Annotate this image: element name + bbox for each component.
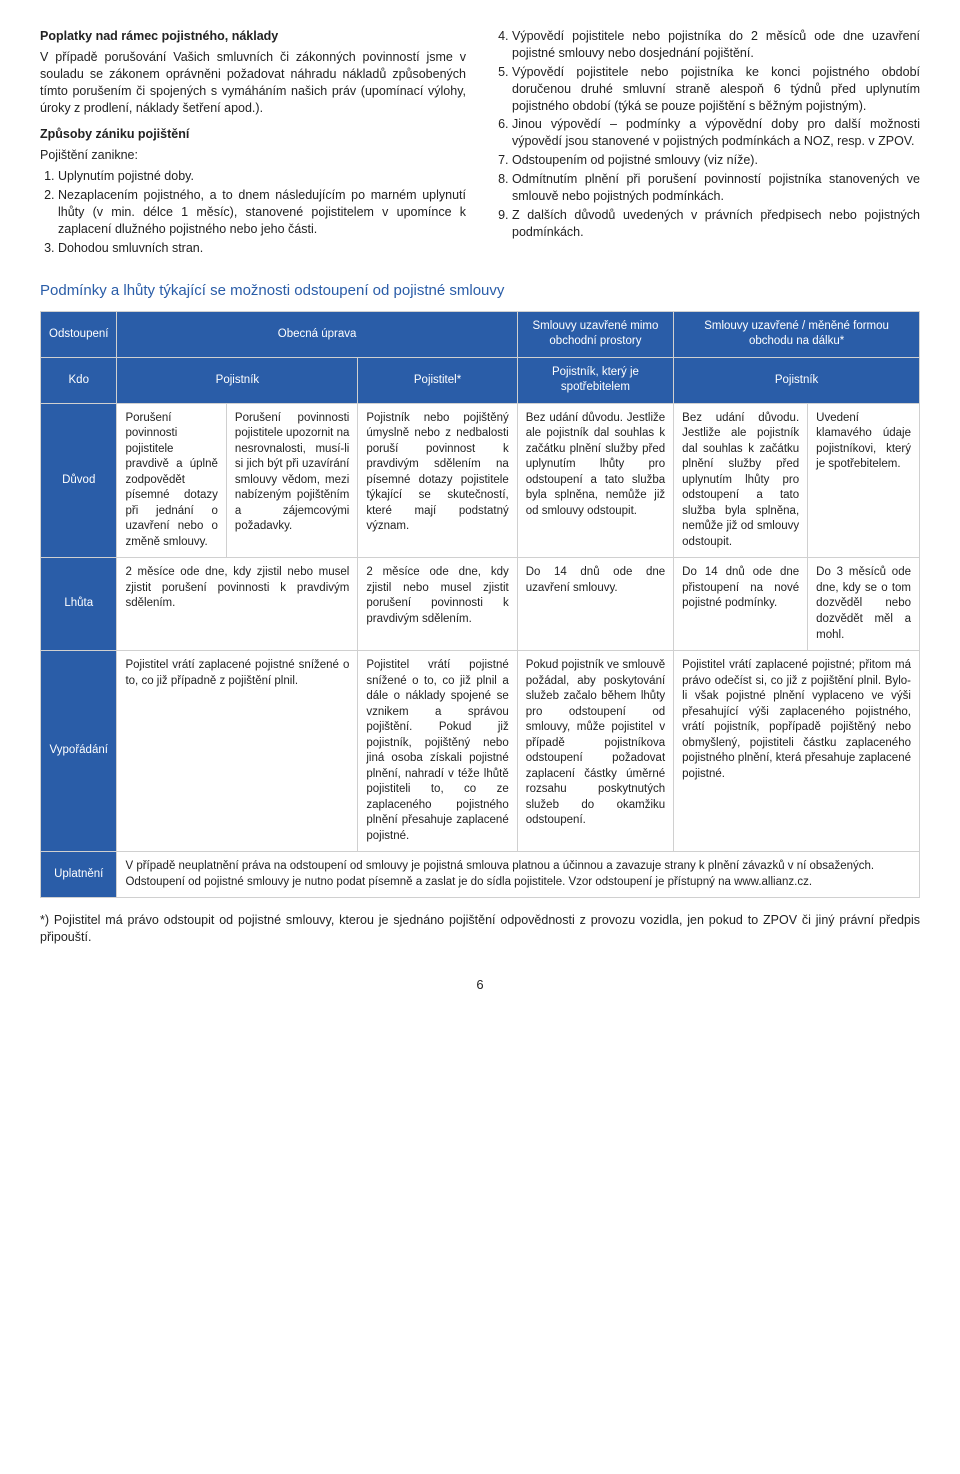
termination-list-right: Výpovědí pojistitele nebo pojistníka do … (494, 28, 920, 241)
cell: Do 3 měsíců ode dne, kdy se o tom dozvěd… (808, 558, 920, 651)
fees-paragraph: V případě porušování Vašich smluvních či… (40, 49, 466, 117)
two-column-text: Poplatky nad rámec pojistného, náklady V… (40, 28, 920, 259)
cell: Uvedení klamavého údaje pojistníkovi, kt… (808, 403, 920, 558)
cell-uplatneni: V případě neuplatnění práva na odstoupen… (117, 852, 920, 898)
termination-item: Z dalších důvodů uvedených v právních př… (512, 207, 920, 241)
th-pojistnik: Pojistník (117, 357, 358, 403)
table-row-duvod: Důvod Porušení povinnosti pojistitele pr… (41, 403, 920, 558)
th-pojistitel: Pojistitel* (358, 357, 517, 403)
cell: Porušení povinnosti pojistitele upozorni… (226, 403, 357, 558)
termination-item: Dohodou smluvních stran. (58, 240, 466, 257)
withdrawal-table: Odstoupení Obecná úprava Smlouvy uzavřen… (40, 311, 920, 899)
right-column: Výpovědí pojistitele nebo pojistníka do … (494, 28, 920, 259)
th-mimo: Smlouvy uzavřené mimo obchodní prostory (517, 311, 673, 357)
cell: Bez udání důvodu. Jestliže ale pojistník… (674, 403, 808, 558)
cell: Do 14 dnů ode dne uzavření smlouvy. (517, 558, 673, 651)
th-obecna: Obecná úprava (117, 311, 517, 357)
termination-item: Nezaplacením pojistného, a to dnem násle… (58, 187, 466, 238)
termination-heading: Způsoby zániku pojištění (40, 126, 466, 143)
termination-item: Výpovědí pojistitele nebo pojistníka ke … (512, 64, 920, 115)
th-dalku: Smlouvy uzavřené / měněné formou obchodu… (674, 311, 920, 357)
withdrawal-section-title: Podmínky a lhůty týkající se možnosti od… (40, 281, 920, 301)
page-number: 6 (40, 976, 920, 994)
fees-heading: Poplatky nad rámec pojistného, náklady (40, 28, 466, 45)
cell: 2 měsíce ode dne, kdy zjistil nebo musel… (117, 558, 358, 651)
cell: Do 14 dnů ode dne přistoupení na nové po… (674, 558, 808, 651)
cell: Pojistitel vrátí zaplacené pojistné sníž… (117, 651, 358, 852)
footnote: *) Pojistitel má právo odstoupit od poji… (40, 912, 920, 946)
table-row-uplatneni: Uplatnění V případě neuplatnění práva na… (41, 852, 920, 898)
th-pojistnik2: Pojistník (674, 357, 920, 403)
termination-item: Jinou výpovědí – podmínky a výpovědní do… (512, 116, 920, 150)
rowhead-uplatneni: Uplatnění (41, 852, 117, 898)
termination-list-left: Uplynutím pojistné doby. Nezaplacením po… (40, 168, 466, 256)
th-spotreb: Pojistník, který je spotřebitelem (517, 357, 673, 403)
cell: 2 měsíce ode dne, kdy zjistil nebo musel… (358, 558, 517, 651)
rowhead-duvod: Důvod (41, 403, 117, 558)
cell: Pojistitel vrátí pojistné snížené o to, … (358, 651, 517, 852)
rowhead-vyporadani: Vypořádání (41, 651, 117, 852)
termination-item: Uplynutím pojistné doby. (58, 168, 466, 185)
cell: Pojistitel vrátí zaplacené pojistné; při… (674, 651, 920, 852)
rowhead-lhuta: Lhůta (41, 558, 117, 651)
termination-item: Výpovědí pojistitele nebo pojistníka do … (512, 28, 920, 62)
th-odstoupeni: Odstoupení (41, 311, 117, 357)
cell: Porušení povinnosti pojistitele pravdivě… (117, 403, 226, 558)
table-row-lhuta: Lhůta 2 měsíce ode dne, kdy zjistil nebo… (41, 558, 920, 651)
cell: Pokud pojistník ve smlouvě požádal, aby … (517, 651, 673, 852)
cell: Pojistník nebo pojištěný úmyslně nebo z … (358, 403, 517, 558)
cell: Bez udání důvodu. Jestliže ale pojistník… (517, 403, 673, 558)
termination-intro: Pojištění zanikne: (40, 147, 466, 164)
th-kdo: Kdo (41, 357, 117, 403)
left-column: Poplatky nad rámec pojistného, náklady V… (40, 28, 466, 259)
table-row-vyporadani: Vypořádání Pojistitel vrátí zaplacené po… (41, 651, 920, 852)
termination-item: Odmítnutím plnění při porušení povinnost… (512, 171, 920, 205)
termination-item: Odstoupením od pojistné smlouvy (viz níž… (512, 152, 920, 169)
